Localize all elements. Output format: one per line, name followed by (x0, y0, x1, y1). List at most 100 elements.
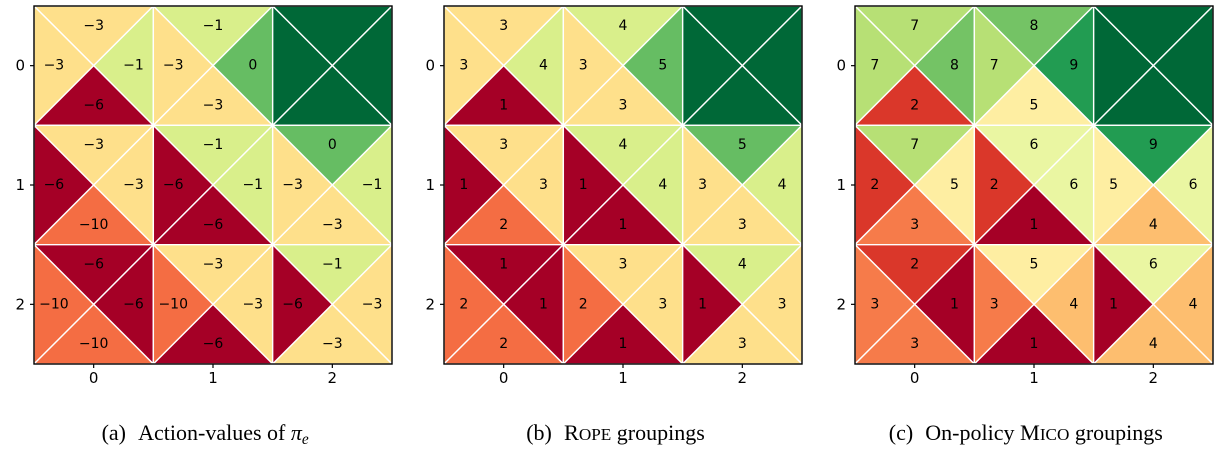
triangle-value-label: 1 (579, 177, 588, 193)
triangle-value-label: 4 (539, 58, 548, 74)
caption-b: (b) ROPE groupings (410, 420, 820, 446)
triangle-value-label: −3 (83, 18, 104, 34)
triangle-value-label: 1 (539, 296, 548, 312)
triangle-value-label: −3 (203, 97, 224, 113)
triangle-value-label: −6 (83, 257, 104, 273)
caption-segment: groupings (1069, 420, 1163, 445)
triangle-value-label: 1 (1109, 296, 1118, 312)
triangle-value-label: 3 (910, 217, 919, 233)
caption-segment: (b) (526, 420, 552, 445)
caption-segment: MICO (1019, 420, 1070, 445)
triangle-value-label: −6 (44, 177, 65, 193)
caption-segment: (c) (888, 420, 914, 445)
caption-segment: groupings (611, 420, 705, 445)
y-tick-label: 1 (426, 176, 436, 194)
triangle-value-label: 5 (738, 137, 747, 153)
triangle-value-label: −1 (242, 177, 263, 193)
triangle-value-label: −1 (362, 177, 383, 193)
triangle-value-label: 6 (1188, 177, 1197, 193)
triangle-value-label: 5 (1109, 177, 1118, 193)
triangle-value-label: 3 (910, 336, 919, 352)
triangle-value-label: 2 (500, 217, 509, 233)
triangle-value-label: 8 (950, 58, 959, 74)
triangle-value-label: 1 (698, 296, 707, 312)
triangle-value-label: 1 (500, 257, 509, 273)
caption-segment: Action-values of (138, 420, 291, 445)
triangle-value-label: 3 (619, 97, 628, 113)
y-tick-label: 2 (15, 295, 25, 313)
triangle-value-label: 1 (1029, 336, 1038, 352)
triangle-value-label: 1 (460, 177, 469, 193)
triangle-value-label: −1 (203, 137, 224, 153)
triangle-value-label: 2 (500, 336, 509, 352)
triangle-value-label: 9 (1069, 58, 1078, 74)
y-tick-label: 2 (426, 295, 436, 313)
triangle-value-label: 4 (1188, 296, 1197, 312)
triangle-value-label: 3 (539, 177, 548, 193)
triangle-value-label: 3 (500, 137, 509, 153)
triangle-value-label: 3 (738, 336, 747, 352)
x-tick-label: 2 (738, 369, 748, 387)
y-tick-label: 0 (15, 57, 25, 75)
x-tick-label: 1 (1029, 369, 1039, 387)
triangle-value-label: 4 (1149, 217, 1158, 233)
triangle-value-label: −3 (163, 58, 184, 74)
triangle-value-label: 1 (950, 296, 959, 312)
triangle-value-label: −6 (123, 296, 144, 312)
triangle-value-label: 9 (1149, 137, 1158, 153)
triangle-value-label: 4 (738, 257, 747, 273)
triangle-value-label: 1 (619, 336, 628, 352)
triangle-value-label: 3 (500, 18, 509, 34)
grid-plot-c: 7 7 8 2 8 7 9 5 7 2 5 3 6 2 6 1 9 5 6 4 2 3 1 3 5 3 4 1 6 1 4 4 0 1 2 0 1 2 (836, 5, 1214, 387)
triangle-value-label: −6 (163, 177, 184, 193)
caption-segment: π (290, 420, 302, 445)
triangle-value-label: −3 (322, 217, 343, 233)
triangle-value-label: −6 (203, 336, 224, 352)
triangle-value-label: 1 (619, 217, 628, 233)
x-tick-label: 2 (1148, 369, 1158, 387)
triangle-value-label: 6 (1069, 177, 1078, 193)
triangle-value-label: 5 (1029, 97, 1038, 113)
triangle-value-label: 5 (950, 177, 959, 193)
triangle-value-label: 5 (659, 58, 668, 74)
triangle-value-label: 4 (1069, 296, 1078, 312)
triangle-value-label: −3 (322, 336, 343, 352)
caption-a: (a) Action-values of πe (0, 420, 410, 449)
caption-segment: (a) (101, 420, 127, 445)
triangle-value-label: 5 (1029, 257, 1038, 273)
y-tick-label: 1 (15, 176, 25, 194)
triangle-value-label: 6 (1029, 137, 1038, 153)
triangle-value-label: 1 (1029, 217, 1038, 233)
triangle-value-label: 3 (698, 177, 707, 193)
x-tick-label: 1 (208, 369, 218, 387)
triangle-value-label: 7 (989, 58, 998, 74)
panel-b: 3 3 4 1 4 3 5 3 3 1 3 2 4 1 4 1 5 3 4 3 1 2 1 2 3 2 3 1 4 1 3 3 0 1 2 0 1 2 (… (410, 0, 820, 457)
triangle-value-label: 3 (579, 58, 588, 74)
triangle-value-label: −1 (123, 58, 144, 74)
caption-segment: e (301, 430, 309, 448)
caption-segment: ROPE (563, 420, 612, 445)
triangle-value-label: 2 (870, 177, 879, 193)
triangle-value-label: 2 (910, 257, 919, 273)
x-tick-label: 0 (499, 369, 509, 387)
triangle-value-label: −3 (123, 177, 144, 193)
triangle-value-label: 8 (1029, 18, 1038, 34)
triangle-value-label: 4 (659, 177, 668, 193)
triangle-value-label: −10 (39, 296, 69, 312)
triangle-value-label: −10 (79, 217, 109, 233)
triangle-value-label: 4 (619, 137, 628, 153)
panel-c: 7 7 8 2 8 7 9 5 7 2 5 3 6 2 6 1 9 5 6 4 2 3 1 3 5 3 4 1 6 1 4 4 0 1 2 0 1 2 (… (821, 0, 1231, 457)
caption-segment: On-policy (925, 420, 1020, 445)
grid-plot-a: −3−3 −1−6−1−3 0−3−3−6 −3−10−1−6 −1−60−3 −1−3−… (15, 5, 393, 387)
triangle-value-label: 3 (619, 257, 628, 273)
triangle-value-label: 1 (500, 97, 509, 113)
triangle-value-label: −1 (322, 257, 343, 273)
triangle-value-label: −6 (203, 217, 224, 233)
panel-a: −3 −3 −1 −6 −1 −3 0 −3 −3 −6 −3 −10 −1 −6 −1 −6 0 −3 −1 −3−… (0, 0, 410, 457)
triangle-value-label: −3 (203, 257, 224, 273)
x-tick-label: 1 (619, 369, 629, 387)
y-tick-label: 2 (836, 295, 846, 313)
triangle-value-label: −6 (282, 296, 303, 312)
triangle-value-label: 7 (910, 137, 919, 153)
